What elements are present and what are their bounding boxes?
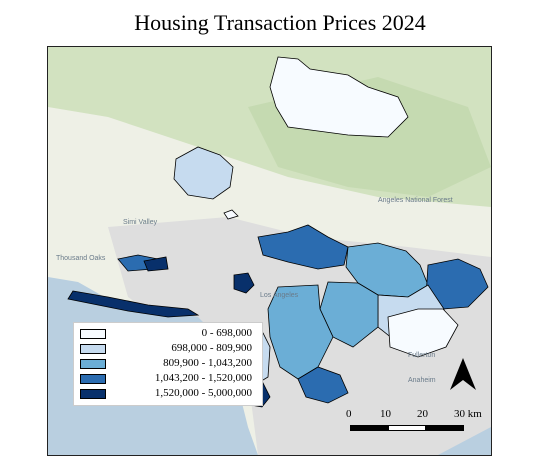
scale-bar: 0 10 20 30 km [342, 408, 492, 442]
legend-item: 1,043,200 - 1,520,000 [80, 372, 256, 386]
north-arrow-icon [450, 358, 476, 390]
label-thousand-oaks: Thousand Oaks [56, 255, 106, 262]
label-simi-valley: Simi Valley [123, 219, 158, 226]
district-north [269, 56, 409, 138]
scale-label-20: 20 [417, 408, 428, 420]
legend-item: 0 - 698,000 [80, 327, 256, 341]
legend-label: 809,900 - 1,043,200 [163, 357, 252, 369]
district-long-beach [297, 366, 349, 404]
label-los-angeles: Los Angeles [260, 292, 299, 299]
legend-swatch [80, 329, 106, 339]
label-angeles-forest: Angeles National Forest [378, 197, 453, 204]
scale-segment [426, 425, 464, 431]
ocean-east [438, 427, 491, 455]
scale-segment [350, 425, 388, 431]
label-fullerton: Fullerton [408, 352, 436, 359]
legend-label: 0 - 698,000 [201, 327, 252, 339]
district-valley [257, 224, 349, 270]
map-legend: 0 - 698,000 698,000 - 809,900 809,900 - … [73, 322, 263, 406]
district-santa-monica [233, 272, 255, 294]
legend-swatch [80, 359, 106, 369]
map-title: Housing Transaction Prices 2024 [134, 10, 426, 35]
scale-label-10: 10 [380, 408, 391, 420]
legend-item: 1,520,000 - 5,000,000 [80, 387, 256, 401]
district-small [223, 209, 239, 220]
scale-segment [388, 425, 426, 431]
legend-swatch [80, 374, 106, 384]
legend-swatch [80, 389, 106, 399]
legend-label: 1,520,000 - 5,000,000 [154, 387, 252, 399]
legend-item: 809,900 - 1,043,200 [80, 357, 256, 371]
district-whittier [387, 308, 459, 358]
legend-label: 1,043,200 - 1,520,000 [154, 372, 252, 384]
legend-item: 698,000 - 809,900 [80, 342, 256, 356]
district-west2 [143, 256, 169, 272]
district-malibu [67, 290, 200, 318]
district-nw [173, 146, 234, 200]
scale-label-30: 30 km [454, 408, 482, 420]
label-anaheim: Anaheim [408, 377, 436, 384]
legend-swatch [80, 344, 106, 354]
scale-label-0: 0 [346, 408, 352, 420]
legend-label: 698,000 - 809,900 [171, 342, 252, 354]
